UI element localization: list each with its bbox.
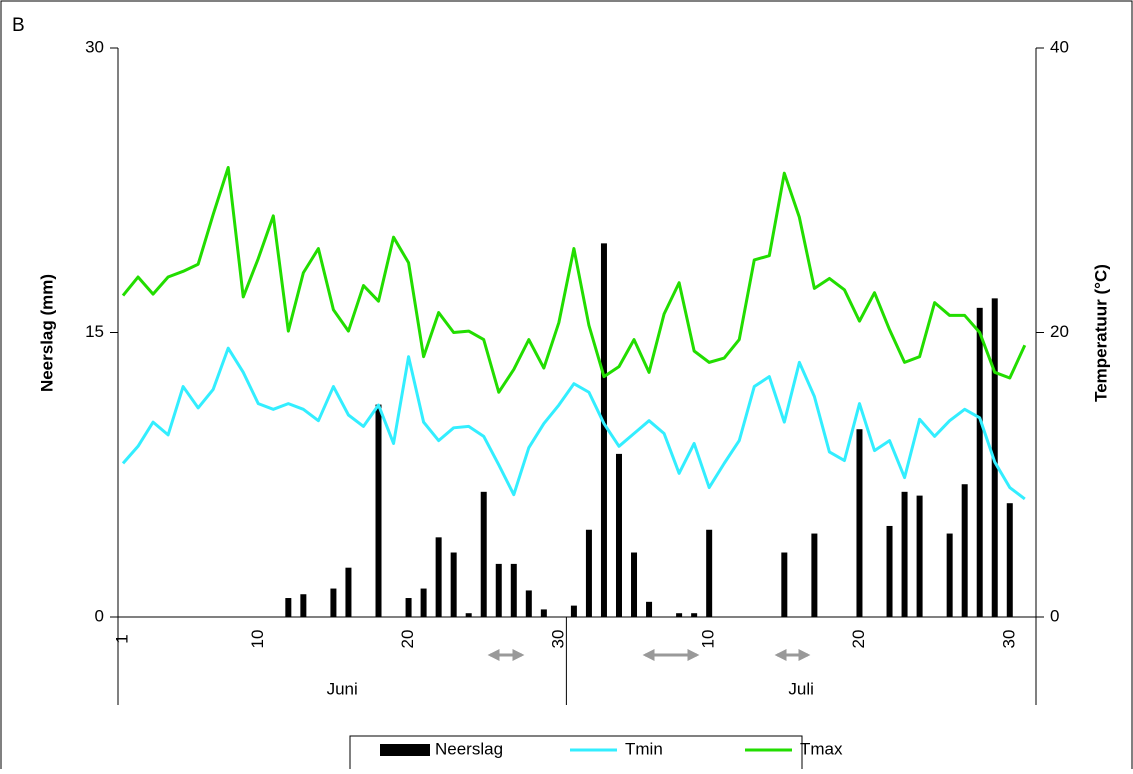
bar	[285, 598, 292, 617]
x-tick-label: 30	[999, 630, 1018, 649]
x-group-label: Juli	[788, 679, 814, 698]
y-axis-title: Neerslag (mm)	[37, 274, 56, 392]
bar	[646, 601, 653, 617]
y-tick-label: 0	[95, 606, 104, 625]
y-tick-label: 30	[85, 37, 104, 56]
legend-label: Neerslag	[435, 739, 503, 758]
bar	[706, 529, 713, 617]
legend-label: Tmin	[625, 739, 663, 758]
bar	[405, 598, 412, 617]
bar	[691, 613, 698, 617]
y2-tick-label: 20	[1050, 322, 1069, 341]
bar	[916, 495, 923, 617]
y2-tick-label: 0	[1050, 606, 1059, 625]
bar	[901, 491, 908, 617]
bar	[676, 613, 683, 617]
panel-label: B	[12, 15, 25, 36]
bar	[375, 404, 382, 617]
bar	[856, 429, 863, 617]
bar	[946, 533, 953, 617]
bar	[510, 563, 517, 617]
bar	[961, 484, 968, 617]
x-tick-label: 20	[398, 630, 417, 649]
bar	[495, 563, 502, 617]
bar	[631, 552, 638, 617]
y2-tick-label: 40	[1050, 37, 1069, 56]
bar	[811, 533, 818, 617]
bar	[525, 590, 532, 617]
bar	[886, 525, 893, 617]
x-tick-label: 30	[548, 630, 567, 649]
line	[121, 165, 1027, 394]
bar	[570, 605, 577, 617]
bar	[976, 307, 983, 617]
bar	[615, 453, 622, 617]
bar	[465, 613, 472, 617]
bar	[480, 491, 487, 617]
legend-label: Tmax	[800, 739, 843, 758]
y2-axis-title: Temperatuur (°C)	[1091, 264, 1110, 402]
x-tick-label: 20	[849, 630, 868, 649]
bar	[781, 552, 788, 617]
bar	[420, 588, 427, 617]
bar	[450, 552, 457, 617]
bar	[330, 588, 337, 617]
bar	[540, 609, 547, 617]
bar	[600, 243, 607, 617]
x-group-label: Juni	[327, 679, 358, 698]
line	[121, 346, 1026, 501]
bar	[1006, 503, 1013, 617]
bar	[585, 529, 592, 617]
x-tick-label: 1	[112, 634, 131, 643]
x-tick-label: 10	[699, 630, 718, 649]
bar	[435, 537, 442, 617]
x-tick-label: 10	[248, 630, 267, 649]
bar	[345, 567, 352, 617]
y-tick-label: 15	[85, 322, 104, 341]
legend-swatch	[380, 744, 430, 756]
bar	[300, 594, 307, 617]
